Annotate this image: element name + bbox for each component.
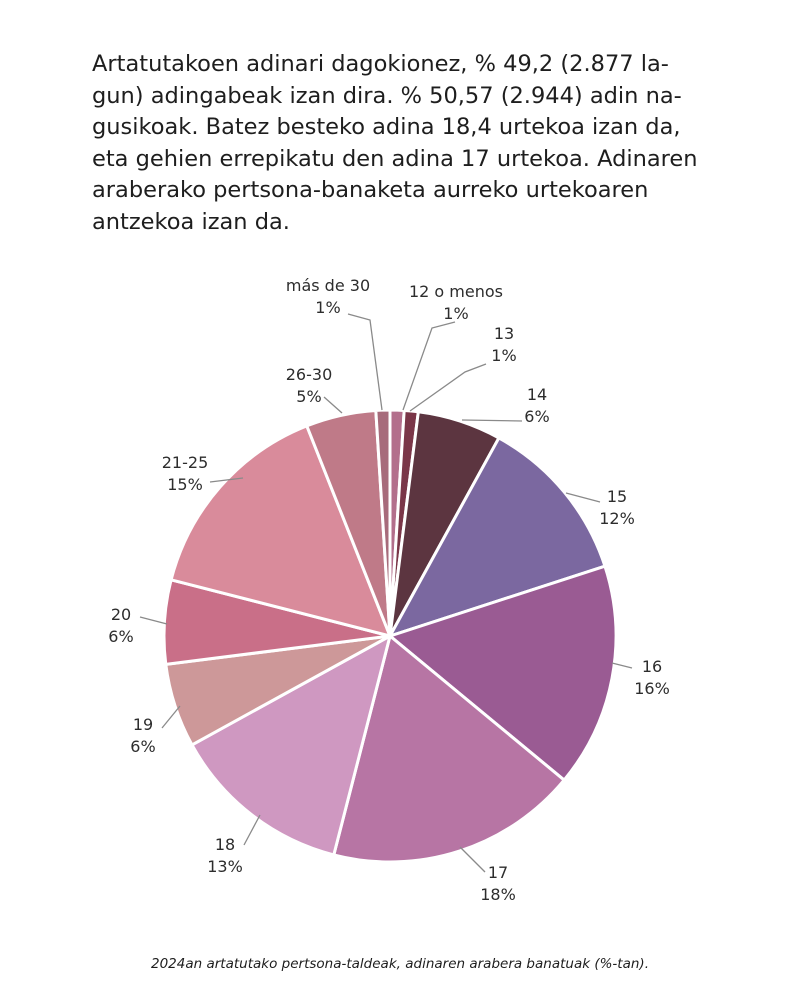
pie-slice-15	[388, 436, 607, 638]
slice-category-label: 16	[642, 657, 662, 676]
leader-line	[461, 419, 523, 422]
pie-slice-17	[332, 634, 566, 864]
leader-line	[209, 477, 244, 483]
intro-line: eta gehien errepikatu den adina 17 urtek…	[92, 145, 698, 172]
slice-category-label: más de 30	[286, 276, 370, 295]
chart-caption: 2024an artatutako pertsona-taldeak, adin…	[151, 956, 649, 972]
slice-percent-label: 1%	[315, 298, 340, 317]
leader-line	[459, 846, 486, 873]
slice-category-label: 15	[607, 487, 627, 506]
slice-percent-label: 6%	[130, 737, 155, 756]
slice-category-label: 12 o menos	[409, 282, 503, 301]
slice-percent-label: 18%	[480, 885, 516, 904]
slice-percent-label: 12%	[599, 509, 635, 528]
slice-category-label: 20	[111, 605, 131, 624]
slice-labels: 12 o menos 1% 13 1% 14 6% 15 12% 16 16% 17 18% 18 13%…	[108, 276, 669, 904]
slice-percent-label: 16%	[634, 679, 670, 698]
slice-category-label: 18	[215, 835, 235, 854]
leader-line	[402, 321, 456, 411]
slice-category-label: 13	[494, 324, 514, 343]
pie-slice-más-de-30	[374, 408, 392, 638]
slice-percent-label: 5%	[296, 387, 321, 406]
age-pie-chart: 12 o menos 1% 13 1% 14 6% 15 12% 16 16% 17 18% 18 13%…	[108, 276, 669, 904]
slice-percent-label: 13%	[207, 857, 243, 876]
slice-category-label: 19	[133, 715, 153, 734]
leader-line	[161, 705, 181, 729]
leader-line	[139, 616, 168, 625]
slice-percent-label: 6%	[524, 407, 549, 426]
slice-category-label: 26-30	[286, 365, 333, 384]
slice-category-label: 17	[488, 863, 508, 882]
pie-slice-16	[388, 564, 618, 782]
intro-line: gun) adingabeak izan dira. % 50,57 (2.94…	[92, 82, 682, 109]
slice-percent-label: 1%	[443, 304, 468, 323]
label-leaders	[139, 313, 633, 873]
slice-percent-label: 15%	[167, 475, 203, 494]
intro-line: araberako pertsona-banaketa aurreko urte…	[92, 177, 649, 203]
leader-line	[323, 396, 343, 414]
leader-line	[243, 814, 261, 846]
leader-line	[347, 313, 383, 411]
leader-line	[611, 662, 633, 669]
leader-line	[409, 363, 487, 412]
intro-line: antzekoa izan da.	[92, 208, 290, 235]
pie-slice-18	[190, 634, 392, 857]
slice-category-label: 21-25	[162, 453, 209, 472]
intro-line: gusikoak. Batez besteko adina 18,4 urtek…	[92, 114, 681, 140]
slice-category-label: 14	[527, 385, 547, 404]
pie-slices	[162, 408, 618, 864]
slice-percent-label: 6%	[108, 627, 133, 646]
pie-slice-21-25	[169, 424, 392, 638]
intro-line: Artatutakoen adinari dagokionez, % 49,2 …	[92, 51, 669, 77]
intro-paragraph: Artatutakoen adinari dagokionez, % 49,2 …	[92, 49, 732, 238]
leader-line	[565, 492, 601, 503]
slice-percent-label: 1%	[491, 346, 516, 365]
